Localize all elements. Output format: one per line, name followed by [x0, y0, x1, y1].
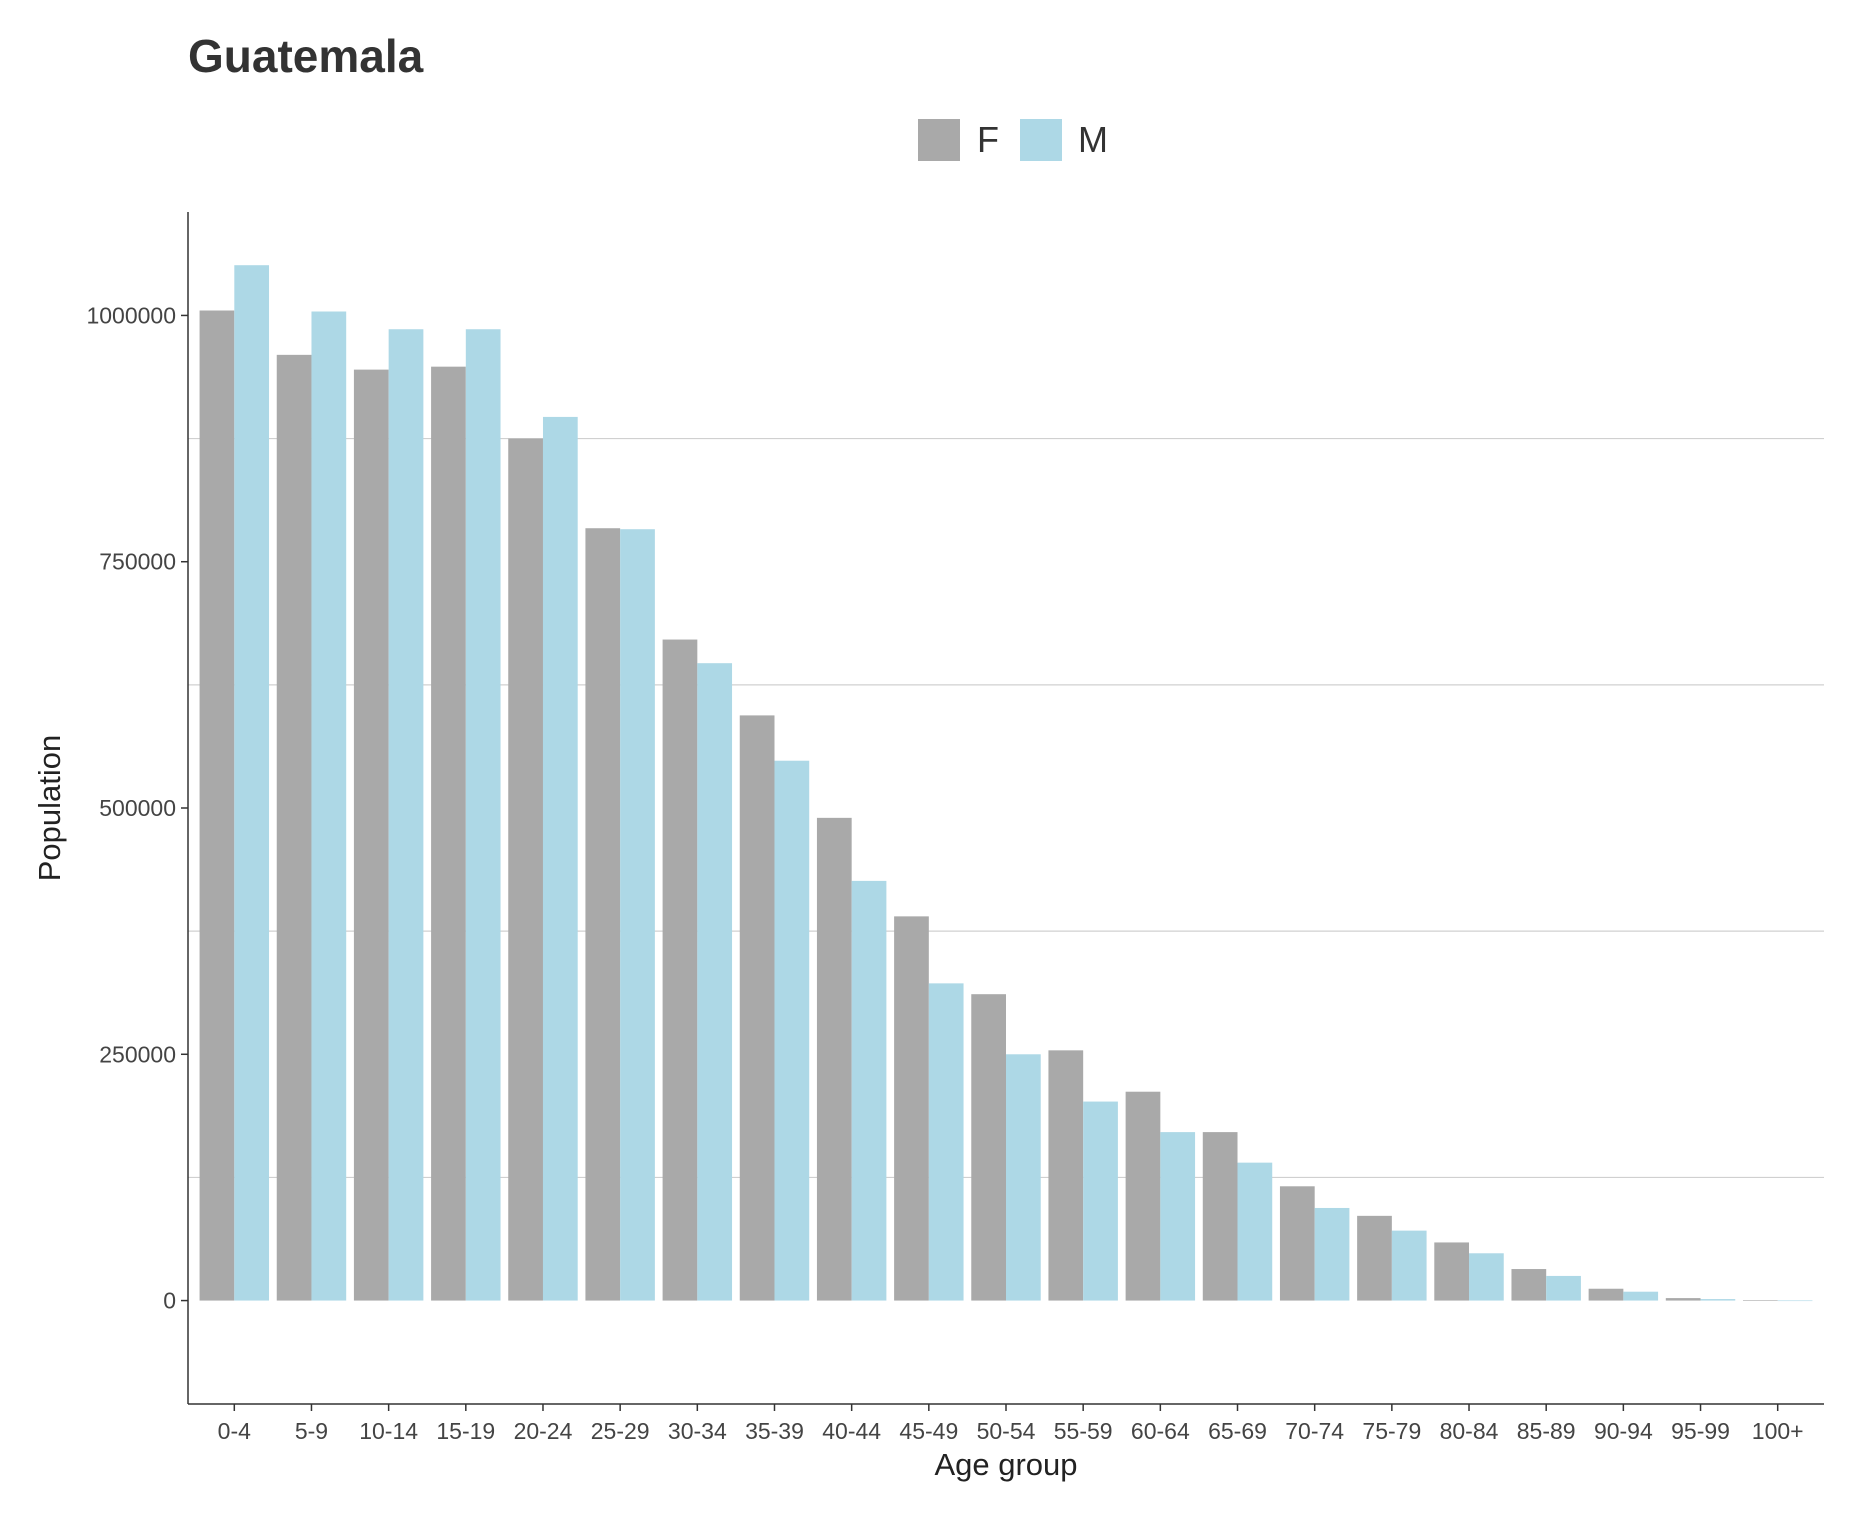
bar-f-70-74	[1279, 1186, 1315, 1301]
bar-f-65-69	[1202, 1132, 1238, 1301]
bar-f-25-29	[585, 528, 621, 1301]
bar-m-70-74	[1314, 1207, 1350, 1301]
bar-m-85-89	[1546, 1275, 1581, 1301]
bar-m-5-9	[311, 311, 347, 1301]
bar-m-30-34	[697, 663, 733, 1301]
bar-m-25-29	[620, 529, 655, 1301]
bar-m-15-19	[465, 329, 501, 1301]
x-tick-label: 25-29	[591, 1418, 650, 1444]
bar-m-55-59	[1083, 1101, 1118, 1301]
legend-label-m: M	[1078, 119, 1108, 160]
x-tick-label: 40-44	[822, 1418, 881, 1444]
x-tick-label: 30-34	[668, 1418, 727, 1444]
bar-f-95-99	[1665, 1298, 1701, 1301]
bar-m-60-64	[1160, 1132, 1196, 1301]
bar-m-75-79	[1391, 1230, 1427, 1301]
y-axis-ticks: 0 250000 500000 750000 1000000	[86, 302, 188, 1314]
bar-m-0-4	[234, 265, 270, 1301]
bar-f-55-59	[1048, 1050, 1084, 1301]
bar-m-45-49	[928, 983, 964, 1301]
bar-m-65-69	[1237, 1162, 1273, 1301]
x-axis-ticks: 0-4 5-9 10-14 15-19 20-24 25-29 30-34 35-39 40-4…	[218, 1404, 1804, 1444]
y-tick-label: 250000	[99, 1041, 176, 1067]
chart-title: Guatemala	[188, 30, 424, 82]
bar-f-75-79	[1357, 1215, 1392, 1301]
bar-f-60-64	[1125, 1091, 1161, 1301]
y-tick-label: 750000	[99, 549, 176, 575]
x-tick-label: 45-49	[899, 1418, 958, 1444]
bar-f-5-9	[276, 354, 312, 1301]
bar-m-50-54	[1006, 1054, 1041, 1301]
y-axis-label: Population	[32, 735, 67, 882]
x-tick-label: 20-24	[514, 1418, 573, 1444]
bar-m-10-14	[388, 329, 424, 1301]
legend-label-f: F	[977, 119, 999, 160]
x-tick-label: 70-74	[1285, 1418, 1344, 1444]
bar-f-80-84	[1434, 1242, 1470, 1301]
legend-key-f	[918, 119, 960, 161]
bar-m-35-39	[774, 760, 810, 1301]
bar-m-90-94	[1623, 1291, 1659, 1301]
x-tick-label: 10-14	[359, 1418, 418, 1444]
legend-key-m	[1020, 119, 1062, 161]
bar-f-85-89	[1511, 1269, 1547, 1301]
x-tick-label: 35-39	[745, 1418, 804, 1444]
bar-f-45-49	[894, 916, 929, 1301]
bar-m-95-99	[1700, 1299, 1736, 1301]
legend: F M	[918, 119, 1108, 161]
bar-f-15-19	[431, 366, 466, 1301]
x-tick-label: 5-9	[295, 1418, 328, 1444]
bar-m-20-24	[542, 416, 578, 1301]
x-tick-label: 100+	[1752, 1418, 1804, 1444]
bar-f-35-39	[739, 715, 775, 1301]
bar-m-40-44	[851, 880, 887, 1301]
bar-f-40-44	[816, 817, 852, 1301]
bar-m-80-84	[1469, 1253, 1504, 1301]
x-tick-label: 0-4	[218, 1418, 251, 1444]
bar-f-0-4	[199, 310, 235, 1301]
bar-f-90-94	[1588, 1288, 1624, 1301]
y-tick-label: 1000000	[86, 302, 176, 328]
bars	[199, 265, 1813, 1302]
bar-f-10-14	[353, 369, 389, 1301]
x-tick-label: 60-64	[1131, 1418, 1190, 1444]
y-tick-label: 0	[163, 1288, 176, 1314]
x-tick-label: 75-79	[1362, 1418, 1421, 1444]
y-tick-label: 500000	[99, 795, 176, 821]
x-axis-label: Age group	[934, 1447, 1077, 1482]
bar-f-100plus	[1742, 1300, 1778, 1301]
bar-m-100plus	[1777, 1300, 1813, 1302]
x-tick-label: 95-99	[1671, 1418, 1730, 1444]
x-tick-label: 55-59	[1054, 1418, 1113, 1444]
x-tick-label: 85-89	[1517, 1418, 1576, 1444]
x-tick-label: 65-69	[1208, 1418, 1267, 1444]
bar-f-50-54	[971, 994, 1006, 1301]
x-tick-label: 50-54	[977, 1418, 1036, 1444]
x-tick-label: 90-94	[1594, 1418, 1653, 1444]
bar-f-20-24	[508, 438, 543, 1301]
x-tick-label: 80-84	[1440, 1418, 1499, 1444]
x-tick-label: 15-19	[436, 1418, 495, 1444]
bar-f-30-34	[662, 639, 698, 1301]
